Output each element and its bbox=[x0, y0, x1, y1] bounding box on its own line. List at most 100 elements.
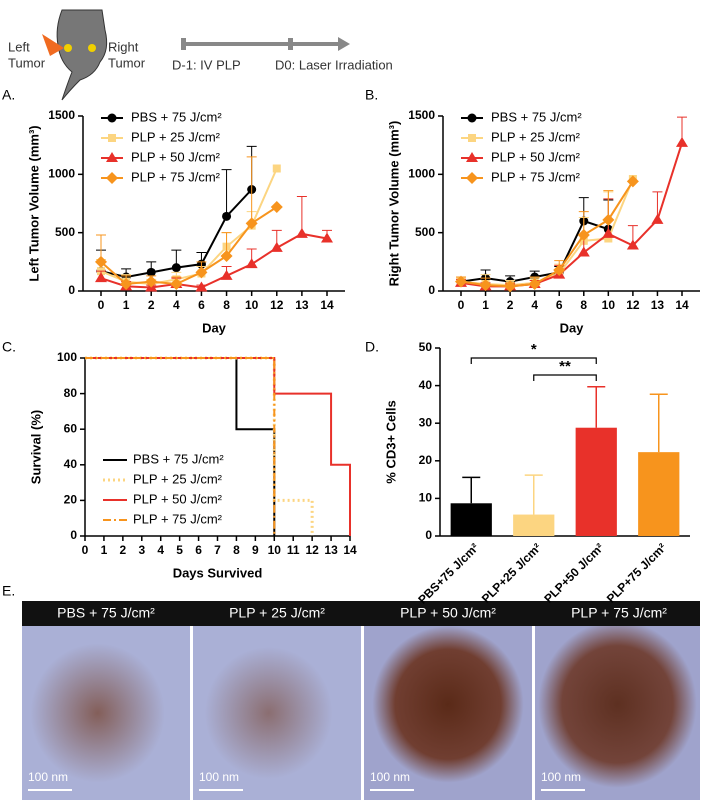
label: Right bbox=[108, 39, 139, 54]
x-axis-title: Day bbox=[560, 320, 585, 335]
y-axis-title: % CD3+ Cells bbox=[383, 400, 398, 483]
marker bbox=[602, 227, 615, 238]
x-tick-label: 2 bbox=[120, 543, 127, 557]
scale-bar: 100 nm bbox=[541, 770, 581, 784]
image-title: PLP + 75 J/cm² bbox=[571, 605, 667, 621]
significance-label: ** bbox=[559, 358, 571, 375]
significance-bracket bbox=[470, 357, 597, 364]
label: Tumor bbox=[8, 55, 46, 70]
y-tick-label: 60 bbox=[64, 421, 78, 435]
x-tick-label: 10 bbox=[245, 298, 259, 312]
marker bbox=[146, 267, 156, 277]
marker bbox=[295, 227, 308, 238]
x-tick-label: 1 bbox=[123, 298, 130, 312]
label: Tumor bbox=[108, 55, 146, 70]
x-tick-label: 6 bbox=[556, 298, 563, 312]
label: Left bbox=[8, 39, 30, 54]
x-tick-label: 4 bbox=[173, 298, 180, 312]
legend-label: PLP + 50 J/cm² bbox=[491, 149, 581, 164]
x-tick-label: 1 bbox=[101, 543, 108, 557]
panel-label: C. bbox=[2, 339, 16, 355]
x-tick-label: PBS+75 J/cm² bbox=[415, 540, 481, 606]
scale-bar: 100 nm bbox=[28, 770, 68, 784]
marker bbox=[468, 134, 476, 142]
image-title: PLP + 50 J/cm² bbox=[400, 605, 496, 621]
timeline-label: D-1: IV PLP bbox=[172, 57, 241, 72]
marker bbox=[120, 278, 133, 290]
survival-line bbox=[85, 357, 276, 536]
panel-e: E. PBS + 75 J/cm² 100 nm PLP + 25 J/cm² … bbox=[2, 583, 700, 800]
legend-label: PBS + 75 J/cm² bbox=[131, 109, 222, 124]
y-tick-label: 0 bbox=[68, 283, 75, 297]
marker bbox=[466, 172, 478, 184]
marker bbox=[245, 217, 258, 230]
error-bar bbox=[296, 196, 307, 234]
marker bbox=[626, 175, 639, 188]
bar bbox=[450, 503, 492, 536]
y-axis-title: Right Tumor Volume (mm³) bbox=[386, 121, 401, 287]
panel-label: D. bbox=[365, 339, 379, 355]
marker bbox=[479, 279, 492, 292]
error-bar bbox=[524, 474, 543, 515]
x-axis-title: Days Survived bbox=[173, 565, 263, 580]
marker bbox=[95, 272, 107, 283]
legend-label: PLP + 25 J/cm² bbox=[133, 471, 223, 486]
marker bbox=[106, 152, 118, 162]
marker bbox=[676, 136, 688, 147]
x-tick-label: 8 bbox=[233, 543, 240, 557]
legend-label: PLP + 50 J/cm² bbox=[133, 491, 223, 506]
x-tick-label: 2 bbox=[148, 298, 155, 312]
legend-label: PLP + 50 J/cm² bbox=[131, 149, 221, 164]
legend-label: PLP + 25 J/cm² bbox=[131, 129, 221, 144]
x-tick-label: 4 bbox=[157, 543, 164, 557]
x-tick-label: 3 bbox=[138, 543, 145, 557]
image: PLP + 25 J/cm² 100 nm bbox=[193, 605, 361, 800]
marker bbox=[107, 113, 117, 123]
panel-label: E. bbox=[2, 583, 15, 599]
timeline-tick bbox=[181, 38, 186, 50]
y-tick-label: 10 bbox=[419, 491, 433, 505]
marker bbox=[145, 275, 158, 288]
error-bar bbox=[246, 156, 257, 224]
x-tick-label: 9 bbox=[252, 543, 259, 557]
schematic: Left Tumor Right Tumor D-1: IV PLP D0: L… bbox=[8, 9, 393, 101]
title-bar bbox=[22, 601, 700, 626]
scale-bar: 100 nm bbox=[370, 770, 410, 784]
x-tick-label: 0 bbox=[82, 543, 89, 557]
x-tick-label: 6 bbox=[198, 298, 205, 312]
marker bbox=[245, 258, 258, 269]
x-tick-label: 7 bbox=[214, 543, 221, 557]
survival-line bbox=[85, 357, 351, 536]
y-tick-label: 1000 bbox=[408, 167, 435, 181]
marker bbox=[220, 269, 233, 280]
marker bbox=[270, 201, 283, 213]
legend-label: PBS + 75 J/cm² bbox=[133, 451, 224, 466]
error-bar bbox=[649, 393, 668, 453]
panel-label: A. bbox=[2, 87, 15, 103]
y-tick-label: 50 bbox=[419, 340, 433, 354]
y-axis-title: Survival (%) bbox=[28, 410, 43, 484]
y-tick-label: 40 bbox=[64, 457, 78, 471]
image: PBS + 75 J/cm² 100 nm bbox=[22, 605, 190, 800]
legend-label: PLP + 75 J/cm² bbox=[133, 511, 223, 526]
image-title: PLP + 25 J/cm² bbox=[229, 605, 325, 621]
timeline-label: D0: Laser Irradiation bbox=[275, 57, 393, 72]
x-tick-label: 2 bbox=[507, 298, 514, 312]
marker bbox=[321, 232, 333, 243]
y-tick-label: 20 bbox=[64, 493, 78, 507]
x-tick-label: 13 bbox=[295, 298, 309, 312]
marker bbox=[577, 246, 590, 257]
x-tick-label: 10 bbox=[268, 543, 282, 557]
timeline-arrow bbox=[338, 37, 350, 51]
marker bbox=[270, 241, 283, 252]
x-tick-label: PLP+75 J/cm² bbox=[604, 540, 669, 605]
error-bar bbox=[221, 169, 232, 217]
y-tick-label: 0 bbox=[428, 283, 435, 297]
series-line bbox=[100, 206, 278, 286]
marker bbox=[95, 255, 107, 268]
y-tick-label: 0 bbox=[70, 528, 77, 542]
y-tick-label: 80 bbox=[64, 386, 78, 400]
x-tick-label: 11 bbox=[287, 543, 300, 557]
x-tick-label: 12 bbox=[626, 298, 640, 312]
